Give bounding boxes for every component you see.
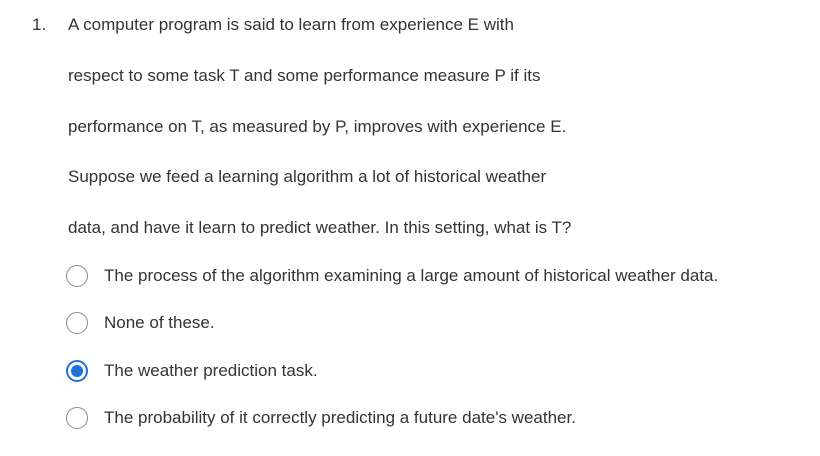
answer-option-label[interactable]: The probability of it correctly predicti… bbox=[104, 408, 576, 427]
answer-option-2[interactable]: None of these. bbox=[66, 309, 215, 337]
answer-option-label[interactable]: The weather prediction task. bbox=[104, 361, 318, 380]
question-text-line-3: performance on T, as measured by P, impr… bbox=[68, 117, 567, 136]
radio-button-option-2[interactable] bbox=[66, 312, 88, 334]
answer-option-4[interactable]: The probability of it correctly predicti… bbox=[66, 404, 576, 432]
question-text-line-4: Suppose we feed a learning algorithm a l… bbox=[68, 167, 547, 186]
radio-button-option-1[interactable] bbox=[66, 265, 88, 287]
question-text-line-1: A computer program is said to learn from… bbox=[68, 15, 514, 34]
radio-button-option-4[interactable] bbox=[66, 407, 88, 429]
radio-button-option-3[interactable] bbox=[66, 360, 88, 382]
answer-option-label[interactable]: The process of the algorithm examining a… bbox=[104, 266, 719, 285]
answer-option-label[interactable]: None of these. bbox=[104, 313, 215, 332]
question-number: 1. bbox=[32, 15, 47, 34]
question-text-line-2: respect to some task T and some performa… bbox=[68, 66, 541, 85]
answer-option-1[interactable]: The process of the algorithm examining a… bbox=[66, 262, 718, 290]
answer-option-3[interactable]: The weather prediction task. bbox=[66, 357, 318, 385]
question-text-line-5: data, and have it learn to predict weath… bbox=[68, 218, 572, 237]
